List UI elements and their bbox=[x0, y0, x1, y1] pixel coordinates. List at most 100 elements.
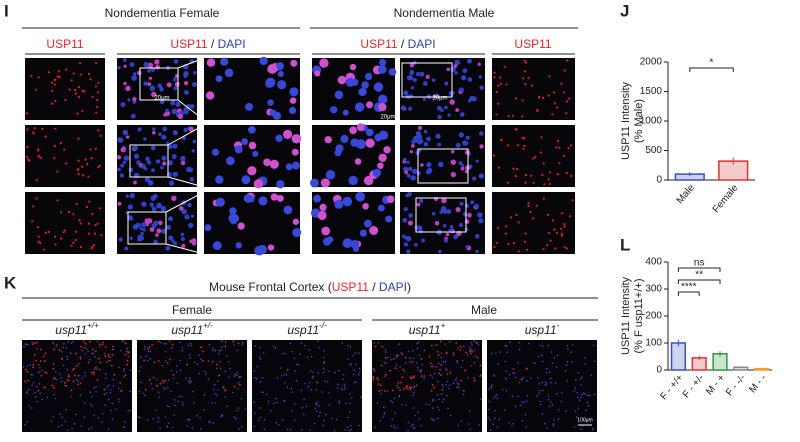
cell bbox=[70, 389, 73, 392]
cell bbox=[83, 402, 86, 404]
cell bbox=[160, 205, 167, 212]
cell bbox=[259, 346, 261, 349]
cell bbox=[331, 417, 333, 420]
cell bbox=[567, 348, 569, 350]
cell bbox=[141, 201, 147, 207]
cell bbox=[438, 161, 444, 168]
cell bbox=[386, 356, 389, 359]
cell bbox=[289, 87, 299, 97]
cell bbox=[378, 103, 387, 112]
cell bbox=[162, 379, 164, 382]
cell bbox=[410, 425, 413, 427]
cell bbox=[451, 150, 455, 154]
cell bbox=[406, 173, 411, 178]
cell bbox=[33, 342, 36, 345]
cell bbox=[200, 427, 202, 430]
cell bbox=[191, 426, 194, 429]
cell bbox=[203, 394, 206, 396]
cell bbox=[215, 197, 225, 207]
cell bbox=[129, 193, 135, 199]
cell bbox=[86, 163, 89, 166]
cell bbox=[440, 352, 443, 355]
cell bbox=[494, 395, 497, 397]
cell bbox=[406, 75, 412, 80]
cell bbox=[467, 77, 473, 82]
cell bbox=[221, 346, 223, 348]
cell bbox=[433, 372, 436, 375]
cell bbox=[557, 418, 560, 420]
cell bbox=[147, 350, 150, 353]
cell bbox=[547, 231, 551, 235]
cell bbox=[409, 388, 412, 391]
cell bbox=[312, 371, 314, 374]
cell bbox=[431, 376, 434, 379]
cell bbox=[160, 165, 164, 170]
cell bbox=[93, 414, 95, 417]
cell bbox=[429, 374, 432, 377]
cell bbox=[237, 387, 239, 390]
cell bbox=[418, 418, 421, 420]
cell bbox=[462, 393, 465, 395]
cell bbox=[188, 380, 191, 382]
cell bbox=[421, 238, 425, 243]
cell bbox=[267, 401, 270, 403]
cell bbox=[560, 227, 563, 230]
cell bbox=[138, 390, 141, 393]
cell bbox=[176, 365, 178, 367]
cell bbox=[518, 381, 521, 384]
cell bbox=[35, 197, 38, 200]
cell bbox=[92, 243, 95, 247]
cell bbox=[343, 383, 346, 386]
cell bbox=[542, 345, 544, 347]
cell bbox=[81, 89, 84, 92]
cell bbox=[414, 242, 418, 247]
cell bbox=[542, 197, 545, 200]
column-header: USP11 / DAPI bbox=[360, 37, 435, 51]
cell bbox=[539, 151, 542, 154]
cell bbox=[301, 406, 304, 409]
cell bbox=[338, 401, 341, 404]
cell bbox=[38, 382, 41, 385]
cell bbox=[580, 393, 583, 396]
cell bbox=[133, 180, 137, 185]
cell bbox=[140, 164, 146, 170]
cell bbox=[291, 350, 293, 353]
cell bbox=[241, 425, 243, 428]
cell bbox=[317, 372, 319, 374]
cell bbox=[337, 383, 340, 385]
cell bbox=[216, 363, 219, 366]
title-part: ) bbox=[407, 280, 411, 294]
cell bbox=[229, 207, 237, 215]
cell bbox=[448, 384, 451, 387]
cell bbox=[61, 350, 63, 353]
cell bbox=[475, 341, 478, 344]
cell bbox=[72, 72, 75, 75]
cell bbox=[409, 150, 413, 154]
cell bbox=[76, 378, 78, 381]
cell bbox=[577, 407, 580, 410]
cell bbox=[496, 426, 499, 428]
cell bbox=[211, 148, 220, 156]
cell bbox=[499, 82, 503, 85]
cell bbox=[438, 249, 442, 254]
cell bbox=[197, 354, 200, 357]
cell bbox=[527, 76, 530, 79]
cell bbox=[90, 371, 93, 374]
cell bbox=[253, 425, 255, 428]
cell bbox=[286, 368, 289, 371]
cell bbox=[259, 381, 262, 384]
cell bbox=[453, 64, 458, 68]
cell bbox=[488, 388, 491, 391]
cell bbox=[340, 134, 349, 144]
gene: usp11 bbox=[525, 323, 557, 337]
cell bbox=[347, 344, 349, 347]
cell bbox=[377, 383, 380, 386]
genotype-label: usp11+/+ bbox=[55, 321, 99, 337]
cell bbox=[457, 383, 460, 386]
cell bbox=[106, 360, 108, 363]
cell bbox=[126, 363, 128, 366]
cell bbox=[330, 106, 338, 114]
cell bbox=[390, 358, 392, 361]
cell bbox=[344, 387, 346, 390]
cell bbox=[588, 394, 591, 397]
